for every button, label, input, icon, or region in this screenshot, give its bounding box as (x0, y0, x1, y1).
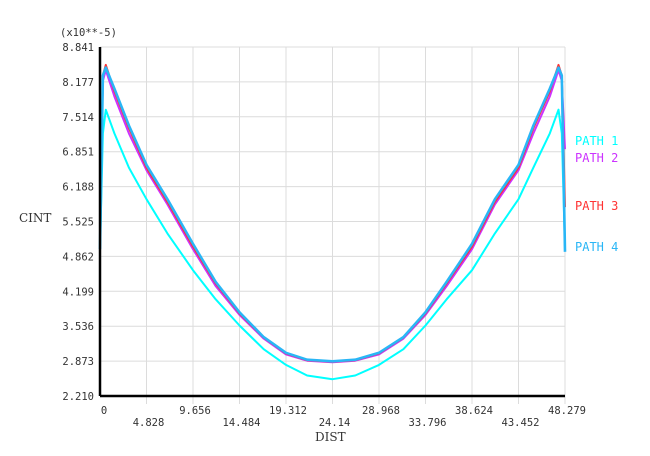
x-tick-label: 28.968 (362, 405, 400, 417)
x-tick-label: 43.452 (502, 417, 540, 429)
y-tick-label: 5.525 (62, 217, 94, 229)
grid-lines (100, 46, 566, 404)
x-axis-label: DIST (315, 430, 346, 444)
x-tick-label: 9.656 (179, 405, 211, 417)
x-tick-label: 33.796 (409, 417, 447, 429)
y-multiplier-label: (x10**-5) (60, 27, 117, 39)
y-tick-label: 8.177 (62, 77, 94, 89)
x-tick-label: 4.828 (133, 417, 165, 429)
y-tick-label: 8.841 (62, 42, 94, 54)
legend: PATH 1 PATH 2 PATH 3 PATH 4 (575, 134, 618, 254)
series-line-1 (99, 108, 566, 381)
legend-entry-2: PATH 2 (575, 151, 618, 165)
y-axis-ticks: 2.210 2.873 3.536 4.199 4.862 5.525 6.188 6.851… (62, 42, 94, 403)
legend-entry-1: PATH 1 (575, 134, 618, 148)
y-tick-label: 6.851 (62, 147, 94, 159)
x-tick-label: 14.484 (223, 417, 261, 429)
y-axis-label: CINT (19, 211, 51, 225)
x-tick-label: 19.312 (269, 405, 307, 417)
y-tick-label: 2.210 (62, 391, 94, 403)
y-tick-label: 6.188 (62, 182, 94, 194)
x-axis-ticks: 0 4.828 9.656 14.484 19.312 24.14 28.968 33.796… (101, 405, 586, 429)
x-tick-label: 48.279 (548, 405, 586, 417)
y-tick-label: 4.199 (62, 286, 94, 298)
y-tick-label: 2.873 (62, 356, 94, 368)
legend-entry-3: PATH 3 (575, 199, 618, 213)
y-tick-label: 4.862 (62, 251, 94, 263)
y-tick-label: 3.536 (62, 321, 94, 333)
data-series (98, 63, 567, 381)
series-line-4 (98, 66, 567, 363)
y-tick-label: 7.514 (62, 112, 94, 124)
x-tick-label: 38.624 (455, 405, 493, 417)
x-tick-label: 24.14 (319, 417, 351, 429)
x-tick-label: 0 (101, 405, 107, 417)
legend-entry-4: PATH 4 (575, 240, 618, 254)
